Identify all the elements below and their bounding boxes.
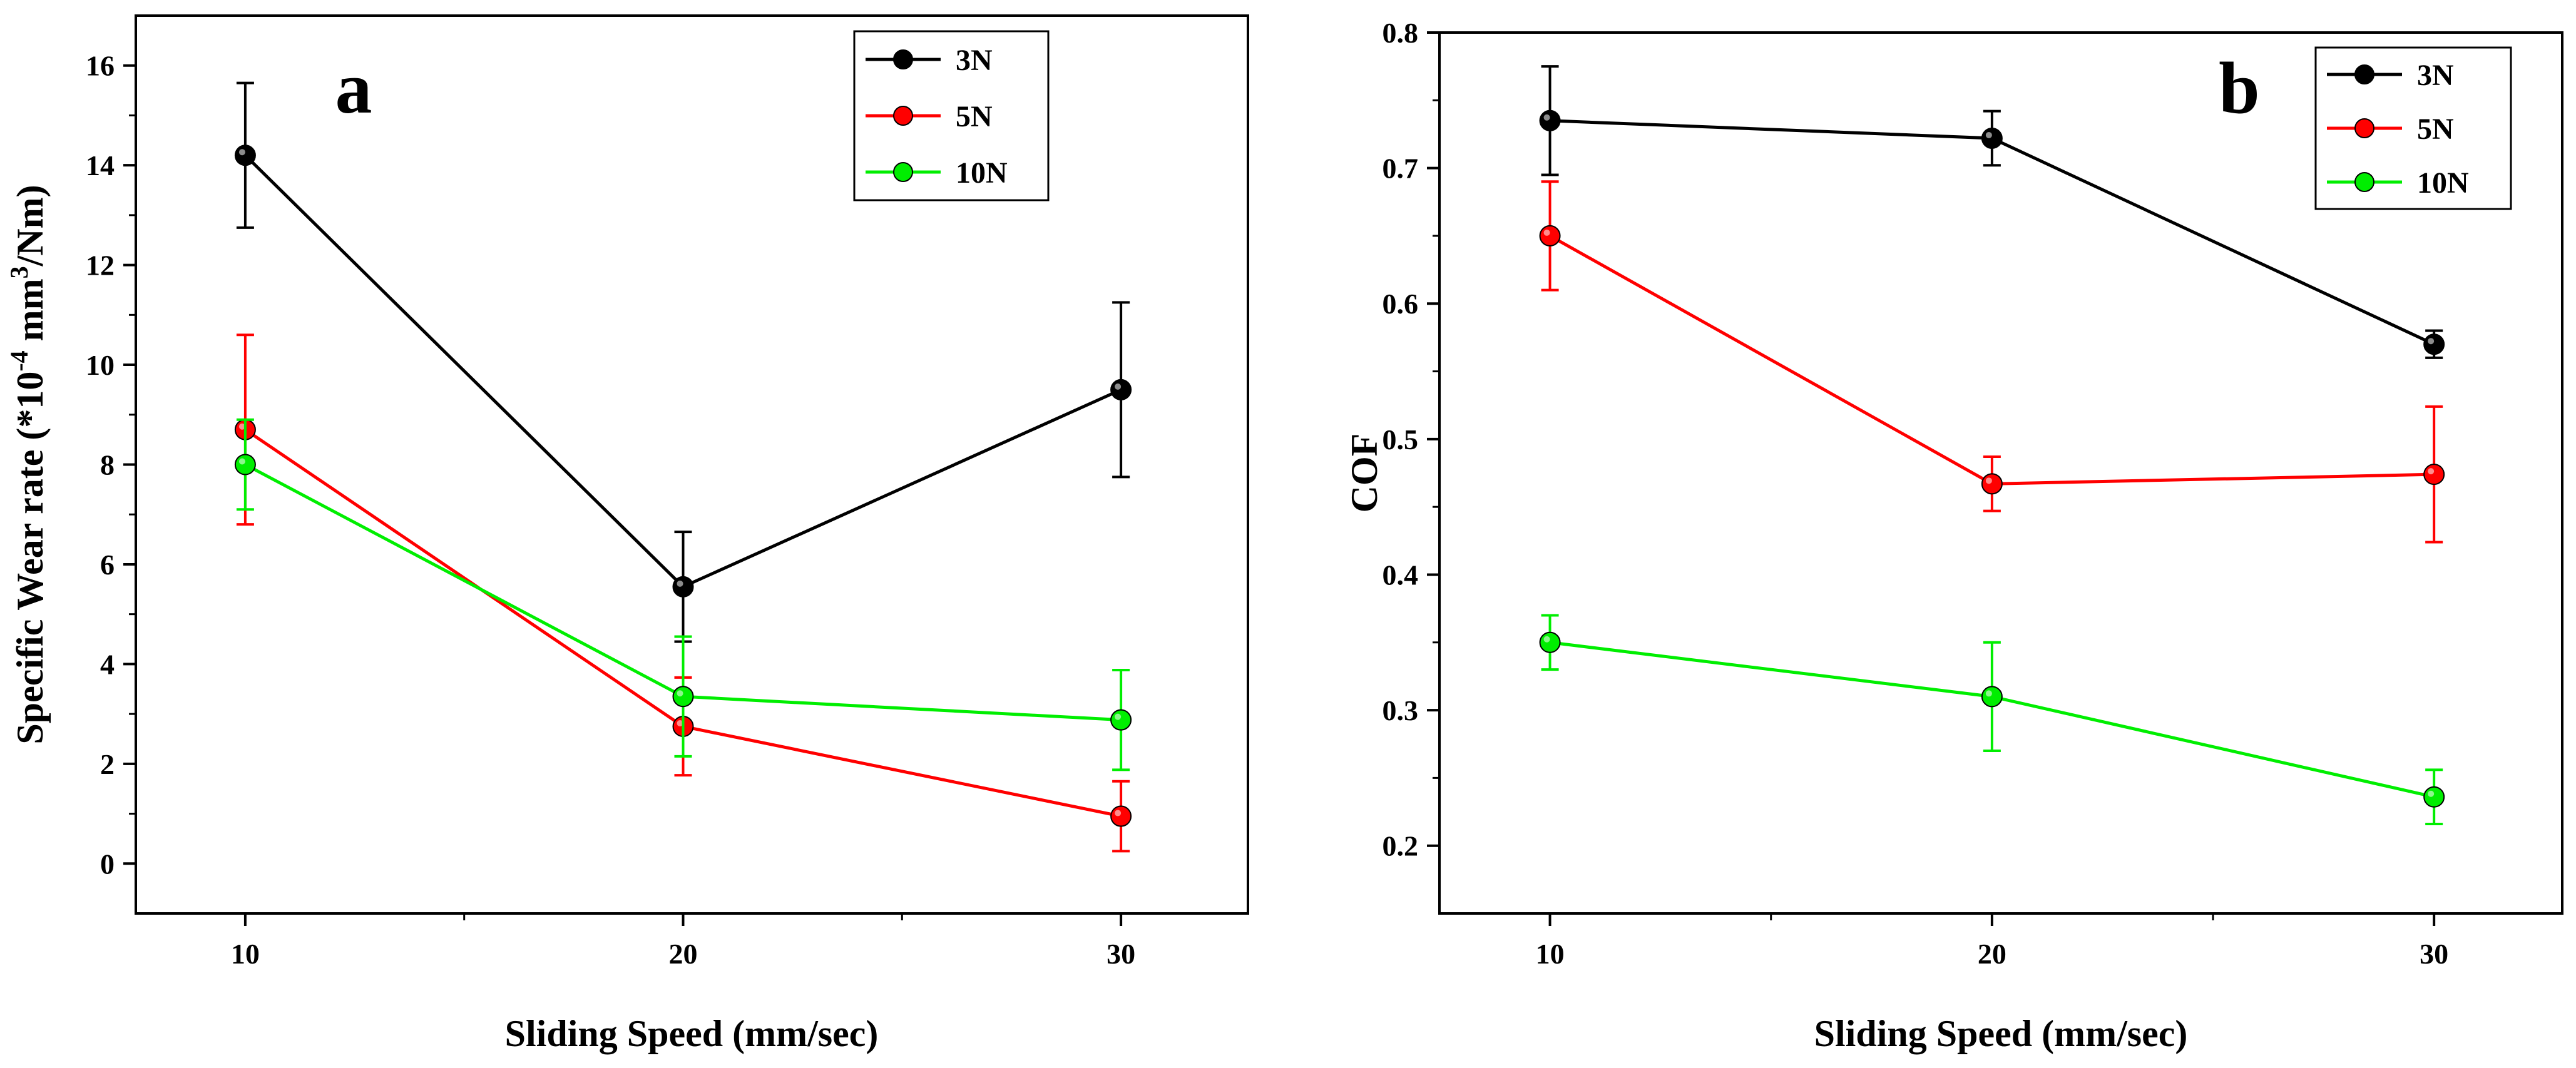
y-tick-label: 0.8 — [1383, 17, 1419, 49]
y-tick-label: 0.2 — [1383, 830, 1419, 862]
data-point — [234, 145, 256, 166]
y-axis-title: COF — [1344, 434, 1385, 513]
data-point-highlight — [1985, 131, 1992, 138]
series-line — [1549, 234, 2435, 486]
legend-label: 10N — [2417, 166, 2469, 200]
legend-label: 3N — [2417, 59, 2454, 92]
data-point — [1110, 379, 1132, 400]
data-point-highlight — [677, 580, 683, 587]
data-point-highlight — [238, 149, 245, 156]
y-tick-label: 0.6 — [1383, 288, 1419, 320]
legend-label: 3N — [956, 44, 993, 77]
legend-label: 10N — [956, 156, 1008, 190]
data-point — [234, 454, 256, 476]
legend-label: 5N — [2417, 113, 2454, 146]
y-tick-label: 2 — [100, 748, 115, 780]
legend: 3N 5N 10N — [2314, 46, 2512, 210]
data-point-highlight — [238, 458, 245, 465]
plot-frame — [1438, 31, 2563, 915]
y-axis-title: Specific Wear rate (*10-4 mm3/Nm) — [5, 185, 51, 744]
data-point-highlight — [1543, 229, 1550, 236]
x-tick-label: 20 — [1978, 938, 2006, 970]
data-point — [672, 576, 694, 598]
chart-panel-a: 0 2 4 6 8 10 12 14 16 10 20 30 Sliding Speed (mm/sec… — [5, 14, 1249, 1054]
series-10N — [234, 418, 1132, 771]
y-tick-label: 0.4 — [1383, 559, 1419, 591]
data-point-highlight — [2428, 338, 2435, 345]
y-tick-label: 4 — [100, 648, 115, 680]
data-point — [1110, 709, 1132, 731]
x-tick-label: 30 — [1107, 938, 1135, 970]
y-tick-label: 0.3 — [1383, 694, 1419, 726]
panel-label: b — [2219, 47, 2260, 129]
data-point — [2423, 786, 2445, 808]
y-tick-label: 0.7 — [1383, 153, 1419, 185]
data-point-highlight — [1985, 690, 1992, 697]
data-point — [1981, 127, 2003, 149]
legend-marker — [2354, 172, 2374, 192]
series-line — [244, 154, 1122, 589]
y-tick-label: 12 — [86, 250, 115, 282]
y-tick-label: 10 — [86, 349, 115, 381]
x-axis-title: Sliding Speed (mm/sec) — [505, 1013, 879, 1054]
data-point-highlight — [677, 720, 683, 727]
legend-marker — [2354, 118, 2374, 138]
y-tick-label: 14 — [86, 150, 115, 181]
x-tick-label: 10 — [1536, 938, 1565, 970]
y-tick-label: 8 — [100, 449, 115, 481]
data-point-highlight — [677, 690, 683, 697]
data-point — [1110, 805, 1132, 827]
legend: 3N 5N 10N — [853, 30, 1050, 201]
data-point — [1981, 473, 2003, 495]
data-point — [1981, 686, 2003, 708]
series-3N — [1539, 65, 2445, 359]
data-point-highlight — [1543, 636, 1550, 643]
legend-marker — [893, 49, 913, 69]
series-5N — [1539, 180, 2445, 544]
legend-label: 5N — [956, 100, 993, 133]
series-3N — [234, 81, 1132, 643]
y-tick-label: 0 — [100, 848, 115, 880]
data-point-highlight — [1985, 477, 1992, 484]
data-point-highlight — [2428, 468, 2435, 475]
x-tick-label: 10 — [231, 938, 260, 970]
data-point-highlight — [238, 423, 245, 430]
series-10N — [1539, 614, 2445, 826]
y-tick-label: 6 — [100, 549, 115, 581]
data-point-highlight — [1115, 810, 1122, 816]
data-point-highlight — [1543, 114, 1550, 121]
y-tick-label: 0.5 — [1383, 424, 1419, 455]
data-point — [672, 686, 694, 708]
data-point — [1539, 631, 1561, 653]
data-point — [2423, 333, 2445, 355]
legend-marker — [893, 162, 913, 182]
data-point — [1539, 225, 1561, 247]
x-tick-label: 20 — [669, 938, 698, 970]
data-point-highlight — [1115, 713, 1122, 720]
chart-panel-b: 0.2 0.3 0.4 0.5 0.6 0.7 0.8 10 20 30 Sliding Speed… — [1344, 17, 2563, 1054]
plot-frame — [135, 14, 1249, 915]
data-point — [1539, 109, 1561, 131]
x-axis-title: Sliding Speed (mm/sec) — [1814, 1013, 2188, 1054]
panel-label: a — [335, 47, 372, 129]
data-point — [2423, 464, 2445, 486]
y-tick-label: 16 — [86, 50, 115, 82]
legend-marker — [893, 106, 913, 126]
x-tick-label: 30 — [2420, 938, 2448, 970]
data-point-highlight — [1115, 383, 1122, 390]
legend-marker — [2354, 64, 2374, 84]
data-point-highlight — [2428, 790, 2435, 797]
